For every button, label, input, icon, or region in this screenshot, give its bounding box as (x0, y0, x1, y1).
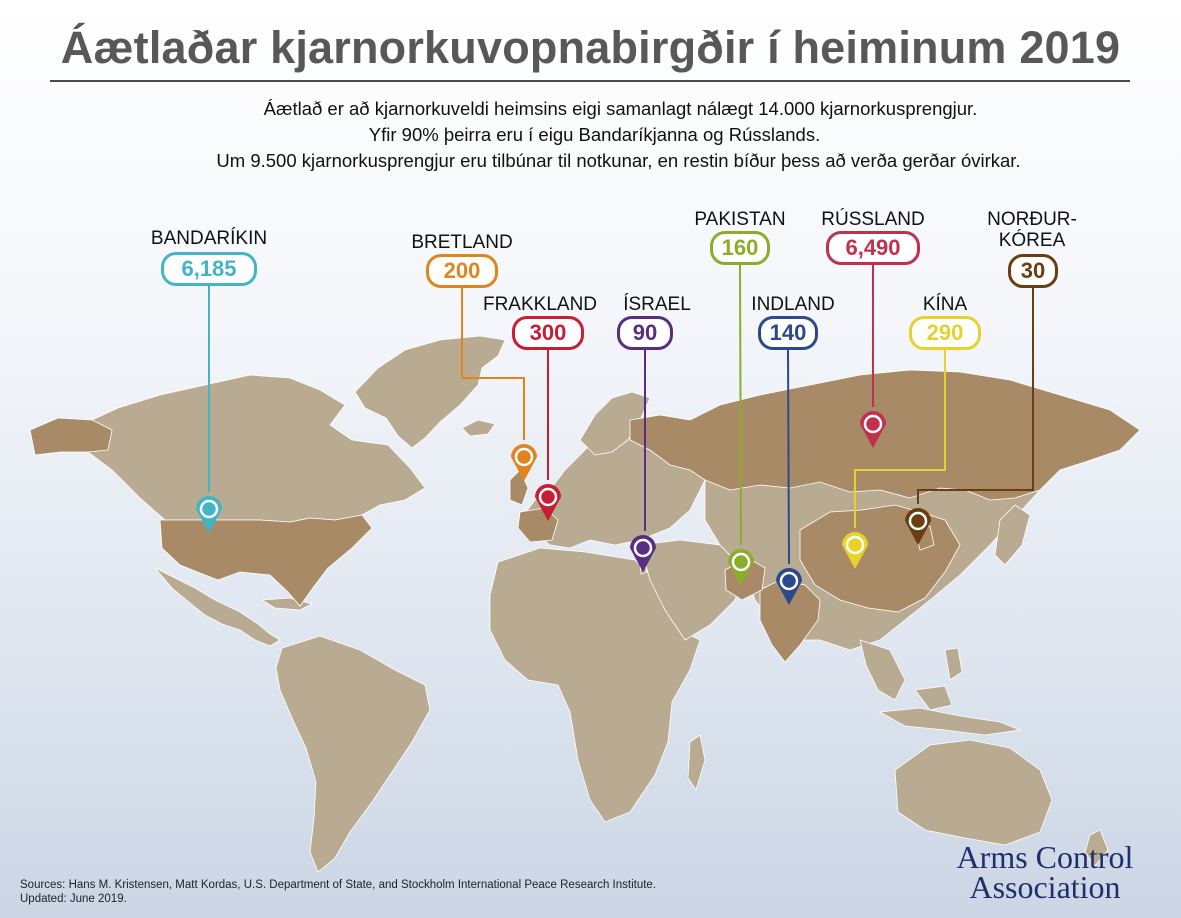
iceland-landmass (461, 419, 496, 437)
country-name-label: BANDARÍKIN (150, 228, 268, 249)
warhead-count-badge: 160 (710, 231, 770, 265)
south-america-landmass (275, 635, 431, 873)
country-name-label: FRAKKLAND (482, 294, 598, 315)
new-zealand-landmass (1084, 829, 1109, 867)
intro-line: Yfir 90% þeirra eru í eigu Bandaríkjanna… (368, 124, 821, 145)
leader-line (787, 349, 790, 565)
central-america-landmass (154, 567, 281, 647)
map-pin-icon (905, 508, 931, 545)
map-pin-icon (535, 484, 561, 521)
madagascar-landmass (687, 734, 706, 791)
map-pin-icon (776, 568, 802, 605)
nuclear-states (29, 369, 1141, 663)
logo-line: Arms Control (956, 839, 1134, 875)
country-name-label: ÍSRAEL (623, 294, 691, 315)
leader-lines (208, 264, 1034, 565)
leader-line (854, 350, 946, 528)
warhead-count-badge: 90 (617, 316, 673, 350)
leader-line (461, 288, 525, 440)
country-name-label: KÍNA (922, 294, 968, 315)
japan-landmass (994, 504, 1031, 566)
warhead-count-badge: 6,490 (826, 231, 920, 265)
intro-line: Áætlað er að kjarnorkuveldi heimsins eig… (263, 98, 978, 119)
country-name-label: PAKISTAN (694, 209, 786, 230)
australia-landmass (894, 739, 1053, 846)
country-name-label: RÚSSLAND (821, 209, 925, 230)
intro-line: Um 9.500 kjarnorkusprengjur eru tilbúnar… (216, 150, 1021, 171)
sources-line: Sources: Hans M. Kristensen, Matt Kordas… (20, 879, 657, 891)
map-pin-icon (842, 532, 868, 569)
southeast-asia-landmass (859, 639, 906, 701)
warhead-count-badge: 6,185 (161, 252, 257, 286)
country-name-label: BRETLAND (411, 232, 513, 253)
map-pin-icon (196, 496, 222, 533)
philippines-landmass (944, 647, 963, 681)
warhead-count-badge: 300 (512, 316, 584, 350)
page-title: Áætlaðar kjarnorkuvopnabirgðir í heiminu… (60, 22, 1121, 73)
map-pin-icon (860, 411, 886, 448)
usa-shape (159, 514, 373, 607)
warhead-count-badge: 140 (758, 316, 818, 350)
map-pin-icon (511, 444, 537, 481)
borneo-landmass (914, 685, 953, 711)
title-divider (50, 80, 1130, 82)
north-america-north-landmass (29, 374, 426, 523)
warhead-count-badge: 200 (426, 254, 498, 288)
middle-east-landmass (639, 539, 746, 641)
leader-line (917, 288, 1034, 504)
warhead-count-badge: 30 (1008, 254, 1058, 288)
country-name-label: NORÐUR- KÓREA (987, 209, 1077, 251)
location-pins (196, 411, 931, 605)
indonesia-landmass (878, 707, 1022, 736)
greenland-landmass (354, 335, 506, 449)
leader-line (739, 264, 742, 546)
russia-shape (629, 369, 1141, 501)
alaska-shape (29, 417, 113, 456)
arms-control-association-logo: Arms Control Association (920, 839, 1170, 905)
updated-line: Updated: June 2019. (20, 893, 127, 905)
logo-line: Association (969, 869, 1121, 905)
intro-text: Áætlað er að kjarnorkuveldi heimsins eig… (0, 96, 1181, 174)
country-name-label: INDLAND (751, 294, 835, 315)
warhead-count-badge: 290 (909, 316, 981, 350)
map-pin-icon (630, 535, 656, 572)
map-pin-icon (728, 549, 754, 586)
sources-note: Sources: Hans M. Kristensen, Matt Kordas… (20, 878, 656, 906)
